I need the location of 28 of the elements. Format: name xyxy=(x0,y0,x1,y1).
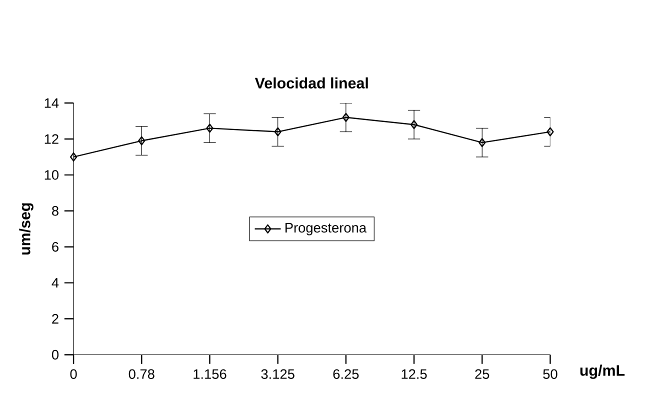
point xyxy=(138,136,146,146)
point xyxy=(70,152,78,162)
y-tick-label: 2 xyxy=(52,314,58,324)
y-tick-label: 8 xyxy=(52,206,58,216)
y-axis-title: um/seg xyxy=(19,203,34,255)
point xyxy=(410,120,418,130)
y-tick-label: 12 xyxy=(44,134,58,144)
x-tick-label: 0.78 xyxy=(128,369,154,379)
y-tick-label: 4 xyxy=(52,278,59,288)
x-tick-label: 3.125 xyxy=(261,369,294,379)
x-tick-label: 50 xyxy=(543,369,558,379)
y-tick-label: 0 xyxy=(52,350,59,360)
chart-title: Velocidad lineal xyxy=(254,77,368,89)
point xyxy=(546,127,554,136)
x-tick-label: 1.156 xyxy=(194,369,226,379)
point xyxy=(478,138,486,148)
point xyxy=(342,112,350,122)
y-tick-label: 10 xyxy=(44,170,59,180)
y-tick-label: 6 xyxy=(52,242,58,252)
x-tick-label: 25 xyxy=(475,369,490,379)
x-tick-label: 6.25 xyxy=(333,369,359,379)
point xyxy=(274,127,282,136)
x-tick-label: 12.5 xyxy=(402,369,427,379)
x-axis-title: ug/mL xyxy=(580,364,625,379)
x-tick-label: 0 xyxy=(70,369,77,379)
y-tick-label: 14 xyxy=(44,98,59,108)
point xyxy=(206,124,214,133)
legend-label: Progesterona xyxy=(286,223,367,236)
